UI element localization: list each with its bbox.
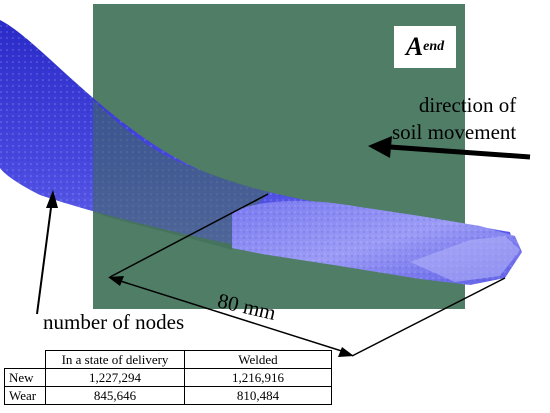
table-row: Wear 845,646 810,484 [4, 386, 332, 405]
plane-overlay [93, 100, 270, 250]
plane-label-main: A [405, 32, 424, 61]
table-corner-cell [4, 350, 46, 369]
direction-arrow-shaft [389, 144, 531, 160]
header-welded: Welded [184, 350, 332, 369]
tip-edge [410, 236, 520, 282]
direction-label: direction of soil movement [392, 92, 516, 146]
row-label: Wear [4, 386, 46, 405]
table-header-row: In a state of delivery Welded [4, 350, 332, 369]
direction-label-line1: direction of [418, 93, 517, 117]
cell-welded: 1,216,916 [184, 368, 332, 387]
nodes-label: number of nodes [43, 310, 185, 334]
row-label: New [4, 368, 46, 387]
cell-delivery: 845,646 [45, 386, 185, 405]
dimension-line [113, 278, 349, 354]
plane-label-sub: end [423, 39, 445, 54]
direction-arrowhead [368, 136, 392, 158]
cell-welded: 810,484 [184, 386, 332, 405]
nodes-arrow-shaft [36, 199, 53, 315]
dimension-arrow-right [338, 347, 354, 357]
direction-label-line2: soil movement [392, 120, 517, 144]
dimension-tick-left [109, 193, 269, 278]
header-delivery: In a state of delivery [45, 350, 185, 369]
cell-delivery: 1,227,294 [45, 368, 185, 387]
dimension-tick-right [351, 277, 506, 357]
nodes-table: In a state of delivery Welded New 1,227,… [4, 350, 332, 405]
dimension-arrow-left [108, 276, 124, 286]
nodes-arrowhead [46, 190, 58, 208]
table-row: New 1,227,294 1,216,916 [4, 368, 332, 387]
